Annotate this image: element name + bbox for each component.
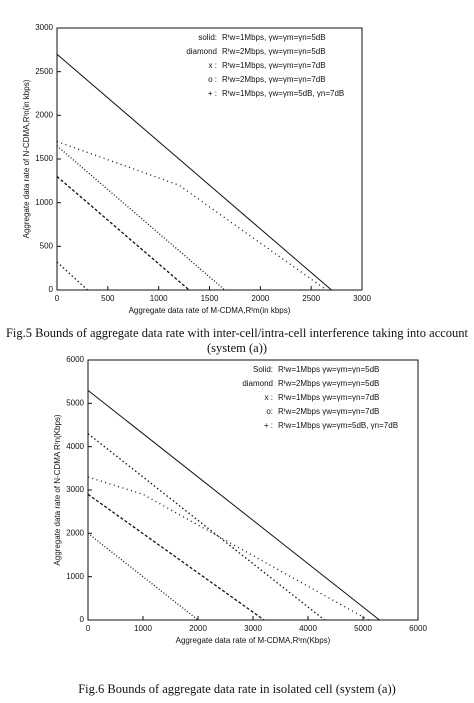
legend-marker-name: solid: (198, 33, 217, 42)
legend-marker-name: o: (266, 407, 273, 416)
series-line (56, 53, 332, 291)
x-tick-label: 1000 (134, 624, 152, 633)
series-line (87, 389, 380, 621)
x-tick-label: 2000 (251, 294, 269, 303)
legend-label: Rᵗw=1Mbps, γw=γm=γn=5dB (222, 33, 326, 42)
legend-marker-name: x : (265, 393, 273, 402)
x-tick-label: 3000 (244, 624, 262, 633)
legend-marker-name: o : (208, 75, 217, 84)
y-tick-label: 0 (49, 285, 54, 294)
x-axis-label: Aggregate data rate of M-CDMA,Rᵗm(Kbps) (176, 636, 331, 645)
legend-label: Rᵗw=1Mbps γw=γm=5dB, γn=7dB (278, 421, 398, 430)
y-tick-label: 2000 (66, 528, 84, 537)
y-axis-label: Aggregate data rate of N-CDMA,Rᵗn(in kbp… (22, 79, 31, 238)
y-tick-label: 1000 (35, 198, 53, 207)
y-tick-label: 5000 (66, 398, 84, 407)
legend-label: Rᵗw=1Mbps γw=γm=γn=5dB (278, 365, 379, 374)
legend-label: Rᵗw=2Mbps, γw=γm=γn=5dB (222, 47, 326, 56)
legend-marker-name: x : (209, 61, 217, 70)
figure-caption: Fig.5 Bounds of aggregate data rate with… (5, 326, 469, 355)
x-tick-label: 2500 (302, 294, 320, 303)
y-tick-label: 2000 (35, 110, 53, 119)
y-tick-label: 3000 (66, 485, 84, 494)
legend-label: Rᵗw=1Mbps, γw=γm=γn=7dB (222, 61, 326, 70)
series-line (56, 145, 226, 291)
legend-marker-name: + : (264, 421, 273, 430)
x-tick-label: 0 (55, 294, 60, 303)
series-line (56, 261, 88, 291)
legend-marker-name: Solid: (253, 365, 273, 374)
y-tick-label: 3000 (35, 23, 53, 32)
x-tick-label: 5000 (354, 624, 372, 633)
legend-label: Rᵗw=1Mbps, γw=γm=5dB, γn=7dB (222, 89, 344, 98)
y-axis-label: Aggregate data rate of N-CDMA Rᵗn(Kbps) (53, 414, 62, 565)
legend-marker-name: + : (208, 89, 217, 98)
chart: 0 500 1000 1500 2000 2500 3000 0 500 1000 1500 2000… (22, 23, 371, 315)
series-line (87, 532, 199, 621)
y-tick-label: 2500 (35, 67, 53, 76)
x-tick-label: 2000 (189, 624, 207, 633)
legend-label: Rᵗw=1Mbps γw=γm=γn=7dB (278, 393, 379, 402)
x-tick-label: 500 (101, 294, 115, 303)
legend-label: Rᵗw=2Mbps, γw=γm=γn=7dB (222, 75, 326, 84)
legend-marker-name: diamond (186, 47, 217, 56)
y-tick-label: 0 (80, 615, 85, 624)
legend-label: Rᵗw=2Mbps γw=γm=γn=5dB (278, 379, 379, 388)
series-line (87, 433, 325, 621)
series-line (56, 175, 190, 291)
y-tick-label: 6000 (66, 355, 84, 364)
x-tick-label: 6000 (409, 624, 427, 633)
series-line (87, 476, 369, 621)
x-axis-label: Aggregate data rate of M-CDMA,Rᵗm(in kbp… (129, 306, 291, 315)
figure-caption: Fig.6 Bounds of aggregate data rate in i… (78, 682, 396, 696)
x-tick-label: 1500 (201, 294, 219, 303)
legend-label: Rᵗw=2Mbps γw=γm=γn=7dB (278, 407, 379, 416)
legend-marker-name: diamond (242, 379, 273, 388)
chart: 0 1000 2000 3000 4000 5000 6000 0 1000 2000 3000 40… (53, 355, 427, 645)
x-tick-label: 3000 (353, 294, 371, 303)
y-tick-label: 1500 (35, 154, 53, 163)
y-tick-label: 500 (40, 241, 54, 250)
x-tick-label: 1000 (150, 294, 168, 303)
x-tick-label: 4000 (299, 624, 317, 633)
series-line (87, 493, 265, 621)
y-tick-label: 4000 (66, 442, 84, 451)
x-tick-label: 0 (86, 624, 91, 633)
y-tick-label: 1000 (66, 572, 84, 581)
series-line (56, 140, 327, 291)
